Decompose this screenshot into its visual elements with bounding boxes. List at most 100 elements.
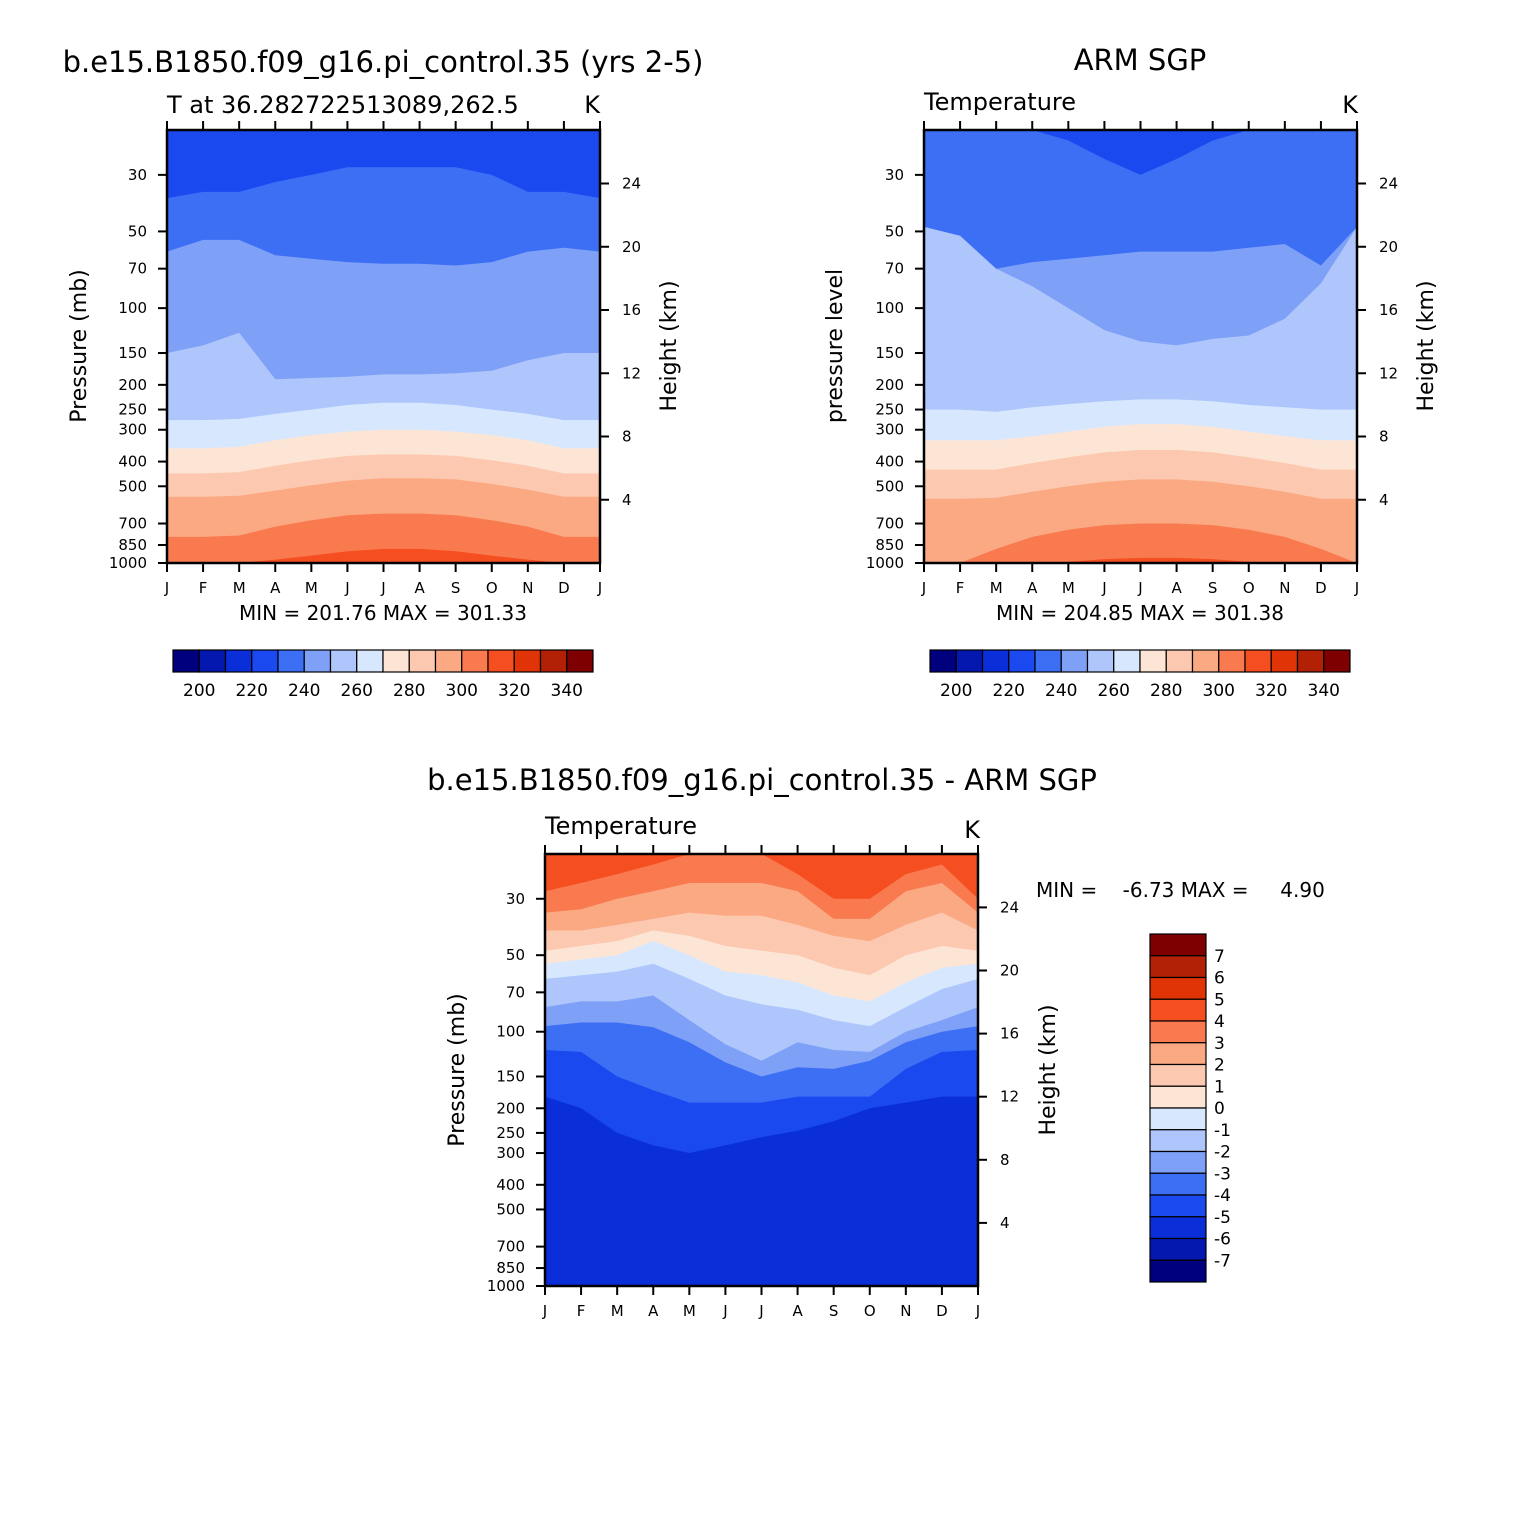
y2-axis-label: Height (km) [1414, 280, 1439, 411]
x-tick-label: M [611, 1302, 624, 1320]
x-tick-label: A [1027, 579, 1038, 597]
x-tick-label: N [522, 579, 533, 597]
colorbar-swatch [1149, 1237, 1207, 1261]
y-tick-label: 250 [118, 401, 147, 419]
y2-tick-label: 12 [1000, 1088, 1019, 1106]
y-tick-label: 850 [875, 536, 904, 554]
x-tick-label: J [597, 579, 602, 597]
colorbar-label: 240 [288, 681, 320, 701]
y2-tick-label: 24 [1000, 898, 1019, 916]
model-temperature-panel: b.e15.B1850.f09_g16.pi_control.35 (yrs 2… [63, 45, 704, 701]
colorbar: 200 220 240 260 280 300 320 340 [929, 649, 1351, 701]
panel-title: b.e15.B1850.f09_g16.pi_control.35 - ARM … [427, 763, 1097, 797]
y2-tick-label: 4 [1000, 1214, 1010, 1232]
contour-plot: J F M A M J J A S O N D J 30 50 70 100 150 200 250 300 400 500… [487, 845, 1019, 1320]
colorbar-label: 220 [236, 681, 268, 701]
colorbar-swatch [1149, 933, 1207, 957]
colorbar-swatch [408, 649, 437, 673]
y-axis-label: Pressure (mb) [67, 269, 92, 423]
colorbar-swatch [1060, 649, 1089, 673]
colorbar-swatch [1149, 1172, 1207, 1196]
y-tick-label: 30 [128, 166, 147, 184]
colorbar-label: 200 [183, 681, 215, 701]
x-tick-label: M [233, 579, 246, 597]
x-tick-label: F [199, 579, 208, 597]
x-tick-label: M [305, 579, 318, 597]
colorbar-swatch [1008, 649, 1036, 673]
colorbar-swatch [1149, 1129, 1207, 1153]
x-tick-label: J [758, 1302, 763, 1320]
min-max-readout: MIN = 204.85 MAX = 301.38 [996, 601, 1284, 625]
colorbar-label: 3 [1214, 1034, 1225, 1054]
x-tick-label: N [900, 1302, 911, 1320]
colorbar-label: -7 [1214, 1251, 1231, 1271]
y-tick-label: 300 [496, 1144, 525, 1162]
x-tick-label: F [956, 579, 965, 597]
y-tick-label: 250 [496, 1124, 525, 1142]
y-tick-label: 100 [496, 1023, 525, 1041]
colorbar-label: 240 [1045, 681, 1077, 701]
panel-title: b.e15.B1850.f09_g16.pi_control.35 (yrs 2… [63, 45, 704, 79]
y-tick-label: 200 [496, 1099, 525, 1117]
y-tick-label: 150 [118, 344, 147, 362]
y-tick-label: 30 [885, 166, 904, 184]
colorbar-label: 5 [1214, 990, 1225, 1010]
x-tick-label: M [990, 579, 1003, 597]
x-tick-label: S [1208, 579, 1218, 597]
colorbar-label: 280 [1150, 681, 1182, 701]
y-tick-label: 50 [885, 222, 904, 240]
x-tick-label: O [1243, 579, 1255, 597]
y2-tick-label: 20 [622, 238, 641, 256]
y-tick-label: 70 [128, 260, 147, 278]
colorbar-label: -6 [1214, 1230, 1231, 1250]
panel-subtitle-left: Temperature [923, 88, 1076, 116]
y-tick-label: 150 [875, 344, 904, 362]
colorbar-swatch [1149, 1063, 1207, 1087]
colorbar-swatch [1165, 649, 1194, 673]
colorbar-label: 6 [1214, 969, 1225, 989]
y2-tick-label: 8 [1000, 1151, 1010, 1169]
colorbar-swatch [1244, 649, 1272, 673]
y2-tick-label: 16 [622, 301, 641, 319]
colorbar-label: 320 [1255, 681, 1287, 701]
y-tick-label: 200 [118, 376, 147, 394]
colorbar-label: 300 [446, 681, 478, 701]
colorbar-label: 320 [498, 681, 530, 701]
colorbar-swatch [1034, 649, 1062, 673]
colorbar-label: 1 [1214, 1077, 1225, 1097]
colorbar-swatch [1149, 1107, 1207, 1131]
x-tick-label: A [792, 1302, 803, 1320]
colorbar-swatch [356, 649, 384, 673]
colorbar-swatch [513, 649, 542, 673]
y-tick-label: 30 [506, 890, 525, 908]
panel-subtitle-left: Temperature [544, 812, 697, 840]
colorbar-label: 7 [1214, 947, 1225, 967]
colorbar-label: 300 [1203, 681, 1235, 701]
x-tick-label: D [936, 1302, 948, 1320]
y-tick-label: 700 [875, 515, 904, 533]
difference-panel: b.e15.B1850.f09_g16.pi_control.35 - ARM … [427, 763, 1325, 1320]
y2-tick-label: 16 [1000, 1025, 1019, 1043]
panel-subtitle-left: T at 36.282722513089,262.5 [166, 91, 519, 119]
y-tick-label: 100 [118, 299, 147, 317]
colorbar-label: -4 [1214, 1186, 1231, 1206]
y-tick-label: 400 [875, 453, 904, 471]
colorbar-swatch [434, 649, 463, 673]
contour-band-300 [924, 557, 1357, 563]
y-tick-label: 300 [118, 421, 147, 439]
colorbar-swatch [1323, 649, 1351, 673]
y-tick-label: 1000 [866, 554, 904, 572]
colorbar-swatch [981, 649, 1010, 673]
panel-title: ARM SGP [1074, 43, 1207, 77]
x-tick-label: N [1279, 579, 1290, 597]
y-tick-label: 250 [875, 401, 904, 419]
contour-band--5 [545, 1096, 978, 1286]
contour-band-290 [924, 523, 1357, 563]
x-tick-label: J [380, 579, 385, 597]
y2-axis-label: Height (km) [657, 280, 682, 411]
colorbar-swatch [461, 649, 489, 673]
y-tick-label: 100 [875, 299, 904, 317]
y-tick-label: 850 [118, 536, 147, 554]
